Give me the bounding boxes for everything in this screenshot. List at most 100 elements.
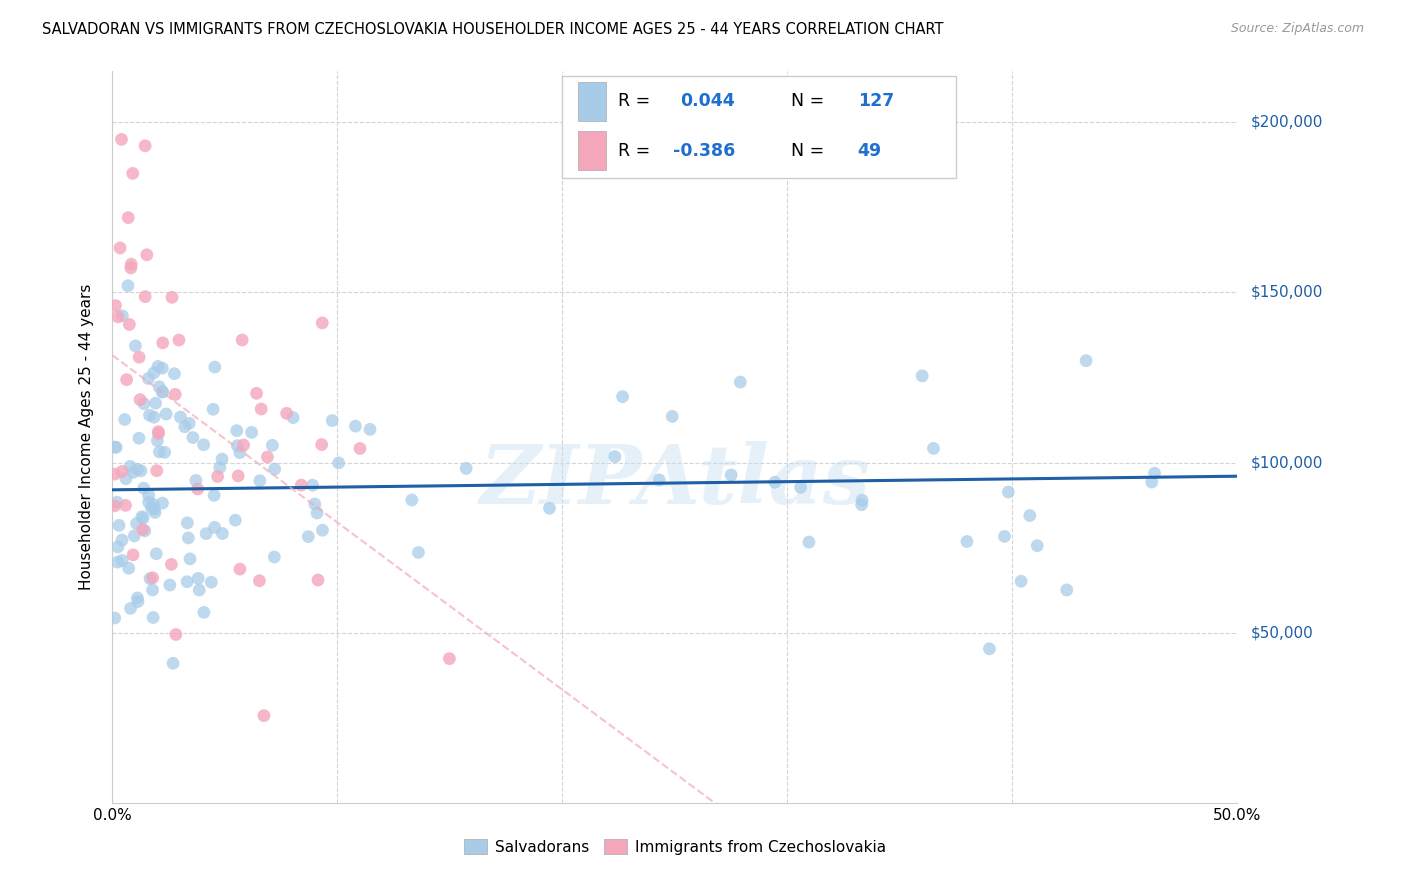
Point — [321, 413, 343, 427]
Point — [328, 456, 350, 470]
Point — [152, 384, 174, 399]
Point — [1056, 582, 1078, 597]
Point — [229, 445, 252, 459]
Point — [208, 460, 231, 475]
Point — [108, 518, 131, 533]
Point — [240, 425, 263, 440]
Point — [997, 485, 1019, 500]
Point — [263, 462, 285, 476]
Point — [138, 495, 160, 509]
Point — [129, 392, 152, 407]
Point — [176, 574, 198, 589]
Point — [231, 333, 253, 347]
Point — [202, 402, 225, 417]
Point — [956, 534, 979, 549]
Point — [225, 424, 247, 438]
Point — [250, 402, 273, 417]
Point — [349, 442, 371, 456]
Point — [204, 360, 226, 375]
Point — [730, 375, 752, 389]
Point — [256, 450, 278, 464]
Point — [720, 468, 742, 483]
Point — [204, 520, 226, 534]
Point — [145, 396, 167, 410]
Point — [177, 531, 200, 545]
Point — [138, 371, 160, 385]
Point — [184, 474, 207, 488]
Point — [311, 316, 333, 330]
Point — [922, 442, 945, 456]
Point — [193, 438, 215, 452]
Text: 0.044: 0.044 — [681, 93, 735, 111]
Point — [121, 166, 143, 180]
Point — [648, 473, 671, 487]
Point — [253, 708, 276, 723]
Point — [114, 499, 136, 513]
Point — [1026, 539, 1049, 553]
Point — [148, 445, 170, 459]
Point — [797, 535, 820, 549]
Point — [111, 533, 134, 547]
Point — [188, 582, 211, 597]
Point — [138, 409, 160, 423]
Point — [187, 571, 209, 585]
Point — [187, 482, 209, 496]
Point — [110, 132, 132, 146]
Point — [143, 505, 166, 519]
Point — [135, 248, 157, 262]
Point — [262, 438, 284, 452]
Point — [104, 299, 127, 313]
Point — [107, 540, 129, 554]
Point — [1018, 508, 1040, 523]
Text: ZIPAtlas: ZIPAtlas — [479, 441, 870, 521]
Point — [115, 373, 138, 387]
Point — [211, 452, 233, 467]
Point — [111, 465, 134, 479]
Point — [276, 406, 298, 420]
FancyBboxPatch shape — [578, 82, 606, 121]
Point — [120, 459, 142, 474]
Point — [311, 523, 333, 537]
Point — [142, 610, 165, 624]
Point — [114, 412, 136, 426]
Point — [661, 409, 683, 424]
Point — [142, 497, 165, 511]
Point — [143, 410, 166, 425]
Point — [104, 467, 127, 481]
Point — [1143, 466, 1166, 480]
Text: $100,000: $100,000 — [1251, 455, 1323, 470]
Point — [145, 464, 167, 478]
Point — [125, 516, 148, 531]
Point — [131, 509, 153, 524]
Point — [1140, 475, 1163, 489]
Point — [202, 488, 225, 502]
Text: $150,000: $150,000 — [1251, 285, 1323, 300]
Point — [193, 606, 215, 620]
Point — [138, 488, 160, 502]
Text: R =: R = — [617, 93, 650, 111]
Point — [141, 501, 163, 516]
Point — [127, 594, 149, 608]
Y-axis label: Householder Income Ages 25 - 44 years: Householder Income Ages 25 - 44 years — [79, 284, 94, 591]
Point — [226, 469, 249, 483]
Point — [128, 350, 150, 364]
Text: -0.386: -0.386 — [672, 142, 735, 160]
Point — [115, 472, 138, 486]
Point — [195, 526, 218, 541]
Point — [307, 573, 329, 587]
Point — [851, 493, 873, 508]
Point — [104, 499, 127, 513]
Point — [107, 555, 129, 569]
Point — [439, 651, 461, 665]
Text: R =: R = — [617, 142, 650, 160]
Point — [134, 524, 156, 538]
Point — [229, 562, 252, 576]
Point — [249, 474, 271, 488]
Point — [789, 480, 811, 494]
Point — [150, 361, 173, 376]
Point — [120, 601, 142, 615]
Point — [104, 440, 127, 454]
Point — [179, 552, 201, 566]
Point — [132, 511, 155, 525]
Point — [148, 426, 170, 441]
